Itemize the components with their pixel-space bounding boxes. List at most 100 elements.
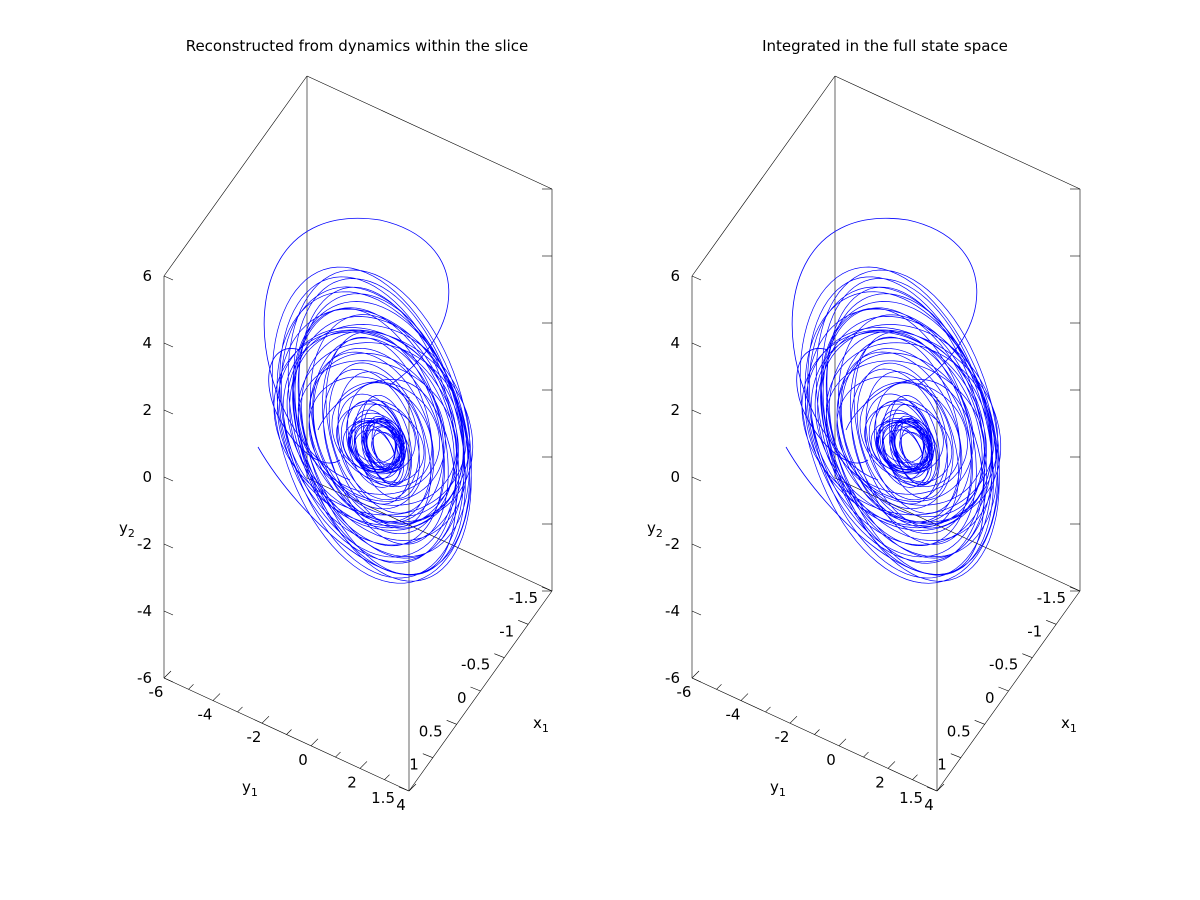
y1-tick-label: -6: [149, 683, 164, 701]
y2-axis-label: y2: [647, 519, 663, 540]
chart-title: Integrated in the full state space: [762, 37, 1008, 55]
y1-minor-tick: [863, 751, 869, 758]
y2-tick: [691, 610, 702, 616]
y2-tick-label: 4: [142, 334, 152, 352]
y1-tick: [887, 761, 896, 769]
y2-tick-label: -6: [137, 669, 152, 687]
y1-tick-label: -4: [198, 706, 213, 724]
y2-tick-label: -4: [137, 602, 152, 620]
chart-panel-right: Integrated in the full state space -6 -4 -…: [528, 0, 1128, 900]
y2-tick-label: 6: [670, 267, 680, 285]
chart-title: Reconstructed from dynamics within the s…: [185, 37, 529, 55]
y2-tick-label: -2: [665, 535, 680, 553]
y1-tick-label: 0: [298, 751, 308, 769]
x1-tick-label: 1.5: [899, 789, 923, 807]
box-edge: [163, 75, 308, 277]
trajectory-line: [796, 348, 869, 464]
y1-tick: [408, 783, 417, 792]
trajectory-line: [257, 379, 457, 575]
y1-tick: [261, 715, 270, 724]
y1-tick: [359, 761, 368, 769]
x1-tick-label: -1.5: [509, 589, 538, 607]
y2-tick-label: -4: [665, 602, 680, 620]
y2-tick: [691, 342, 702, 348]
x1-tick: [950, 753, 961, 758]
y1-tick: [740, 693, 749, 701]
y1-tick-label: -2: [247, 728, 262, 746]
y1-tick-label: -4: [726, 706, 741, 724]
x1-axis-label: x1: [533, 714, 549, 735]
axis-box: [163, 75, 553, 792]
y2-tick-label: 6: [142, 267, 152, 285]
y1-minor-tick: [335, 751, 341, 758]
x1-tick: [1022, 653, 1033, 658]
y2-tick-label: -2: [137, 535, 152, 553]
y2-tick: [163, 543, 174, 549]
y1-tick: [310, 738, 319, 747]
y1-tick: [838, 738, 847, 747]
chart-3d-plot: -6 -4 -2 0 2 4 6 -6 -4 -2 0 2 4 -1.5 -1 -0.5 0 0.51 1.5 y2 y…: [119, 75, 553, 814]
x1-tick-label: 0.5: [419, 722, 443, 740]
y1-tick-label: -2: [775, 728, 790, 746]
y2-tick-label: 2: [142, 401, 152, 419]
y2-tick: [163, 610, 174, 616]
trajectory-line: [263, 217, 450, 481]
y1-tick-label: 2: [347, 773, 357, 791]
y2-tick: [691, 275, 702, 281]
y2-tick-label: -6: [665, 669, 680, 687]
x1-tick: [998, 686, 1009, 692]
x1-tick: [422, 753, 433, 758]
x1-tick: [541, 586, 553, 592]
y2-tick: [691, 476, 702, 482]
y2-tick: [691, 677, 702, 683]
y1-tick-label: 0: [826, 751, 836, 769]
y2-tick: [163, 275, 174, 281]
chart-panel-left: Reconstructed from dynamics within the s…: [119, 37, 553, 814]
x1-tick-label: 0.5: [947, 722, 971, 740]
trajectory-line: [268, 348, 341, 464]
y1-tick: [691, 670, 700, 679]
box-edge: [834, 75, 1081, 190]
x1-tick: [398, 786, 410, 792]
y1-tick-label: 4: [924, 796, 934, 814]
axis-box: [691, 75, 1081, 792]
y1-tick-label: 2: [875, 773, 885, 791]
x1-tick: [1046, 620, 1057, 625]
x1-tick-label: -0.5: [461, 656, 490, 674]
y1-minor-tick: [286, 729, 292, 735]
y1-tick-label: -6: [677, 683, 692, 701]
x1-tick-label: -1: [499, 622, 514, 640]
y1-tick: [789, 715, 798, 724]
x1-tick: [494, 653, 505, 658]
x1-tick-label: 1: [937, 756, 947, 774]
y2-tick-label: 2: [670, 401, 680, 419]
x1-tick-label: 0: [985, 689, 995, 707]
x1-tick-label: 1.5: [371, 789, 395, 807]
y1-minor-tick: [814, 729, 820, 735]
y2-tick-label: 4: [670, 334, 680, 352]
trajectory-series: [257, 217, 474, 584]
trajectory-line: [785, 379, 985, 575]
trajectory-line: [799, 266, 1002, 584]
y2-tick: [691, 543, 702, 549]
y1-minor-tick: [188, 684, 194, 690]
x1-tick-label: -1: [1027, 622, 1042, 640]
x1-axis-label: x1: [1061, 714, 1077, 735]
x1-tick-label: -1.5: [1037, 589, 1066, 607]
y1-tick: [163, 670, 172, 679]
trajectory-series: [785, 217, 1002, 584]
y2-axis-label: y2: [119, 519, 135, 540]
y1-minor-tick: [765, 706, 771, 713]
x1-tick: [470, 686, 481, 692]
x1-tick: [446, 720, 457, 725]
y1-axis-label: y1: [770, 778, 786, 799]
x1-tick-label: -0.5: [989, 656, 1018, 674]
x1-tick-label: 1: [409, 756, 419, 774]
trajectory-line: [271, 266, 474, 584]
y1-minor-tick: [384, 774, 390, 780]
box-edge: [691, 75, 836, 277]
y2-tick: [163, 677, 174, 683]
box-edge: [306, 75, 553, 190]
x1-tick: [974, 720, 985, 725]
y1-tick-label: 4: [396, 796, 406, 814]
